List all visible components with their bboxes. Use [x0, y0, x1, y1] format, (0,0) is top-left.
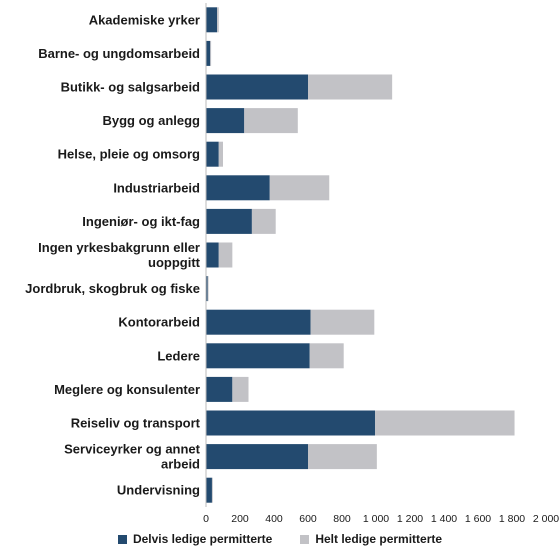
x-tick-label: 400	[265, 513, 283, 525]
legend-item-series-1: Delvis ledige permitterte	[117, 532, 273, 546]
x-tick-label: 800	[333, 513, 351, 525]
category-label: Reiseliv og transport	[71, 416, 201, 431]
category-label: Ingen yrkesbakgrunn eller uoppgitt	[38, 240, 201, 270]
bar-delvis-13	[206, 444, 308, 470]
bar-delvis-9	[206, 309, 311, 335]
category-label: Helse, pleie og omsorg	[58, 147, 200, 162]
bar-helt-14	[211, 477, 213, 503]
x-tick-label: 0	[203, 513, 209, 525]
category-label: Akademiske yrker	[89, 12, 200, 27]
bar-delvis-2	[206, 74, 308, 100]
category-labels: Akademiske yrker Barne- og ungdomsarbeid B…	[25, 12, 200, 497]
x-tick-labels: 0 200 400 600 800 1 000 1 200 1 400 1 600 1 800 2 …	[203, 513, 559, 525]
bar-helt-10	[309, 343, 344, 369]
bar-helt-0	[217, 7, 219, 33]
category-label: Industriarbeid	[113, 180, 200, 195]
legend-swatch-series-1	[117, 534, 127, 544]
category-label: Jordbruk, skogbruk og fiske	[25, 281, 200, 296]
bar-helt-11	[232, 376, 249, 402]
bar-delvis-11	[206, 376, 233, 402]
bar-delvis-1	[206, 40, 211, 66]
bar-delvis-3	[206, 108, 245, 134]
x-tick-label: 1 800	[499, 513, 525, 525]
bar-delvis-0	[206, 7, 218, 33]
category-label: Serviceyrker og annet arbeid	[64, 442, 201, 472]
bar-helt-6	[251, 208, 276, 234]
bar-helt-3	[244, 108, 298, 134]
x-tick-label: 1 600	[465, 513, 491, 525]
x-tick-label: 600	[299, 513, 317, 525]
bar-delvis-12	[206, 410, 376, 436]
bar-delvis-8	[206, 276, 208, 302]
legend-label-series-1: Delvis ledige permitterte	[132, 532, 273, 546]
legend-label-series-2: Helt ledige permitterte	[315, 532, 443, 546]
bars-group	[206, 7, 515, 503]
category-label: Butikk- og salgsarbeid	[61, 80, 200, 95]
legend-item-series-2: Helt ledige permitterte	[300, 532, 442, 546]
legend: Delvis ledige permitterte Helt ledige pe…	[0, 532, 560, 546]
category-label: Ingeniør- og ikt-fag	[82, 214, 200, 229]
x-tick-label: 2 000	[533, 513, 559, 525]
category-label: Kontorarbeid	[118, 315, 200, 330]
category-label: Ledere	[157, 348, 200, 363]
x-tick-label: 1 000	[363, 513, 389, 525]
bar-helt-1	[210, 40, 212, 66]
bar-helt-5	[269, 175, 330, 201]
x-tick-label: 1 200	[397, 513, 423, 525]
bar-helt-12	[375, 410, 515, 436]
bar-delvis-5	[206, 175, 270, 201]
category-label: Undervisning	[117, 483, 200, 498]
stacked-bar-chart: Akademiske yrker Barne- og ungdomsarbeid B…	[25, 3, 559, 525]
bar-helt-7	[218, 242, 233, 268]
bar-delvis-7	[206, 242, 219, 268]
x-tick-label: 1 400	[431, 513, 457, 525]
bar-helt-2	[308, 74, 393, 100]
bar-helt-8	[207, 276, 209, 302]
bar-delvis-14	[206, 477, 212, 503]
legend-swatch-series-2	[300, 534, 310, 544]
bar-delvis-10	[206, 343, 310, 369]
bar-delvis-4	[206, 141, 219, 167]
bar-helt-13	[308, 444, 377, 470]
bar-helt-4	[218, 141, 223, 167]
bar-delvis-6	[206, 208, 252, 234]
bar-helt-9	[310, 309, 375, 335]
x-tick-label: 200	[231, 513, 249, 525]
category-label: Meglere og konsulenter	[54, 382, 200, 397]
category-label: Bygg og anlegg	[103, 113, 201, 128]
category-label: Barne- og ungdomsarbeid	[38, 46, 200, 61]
